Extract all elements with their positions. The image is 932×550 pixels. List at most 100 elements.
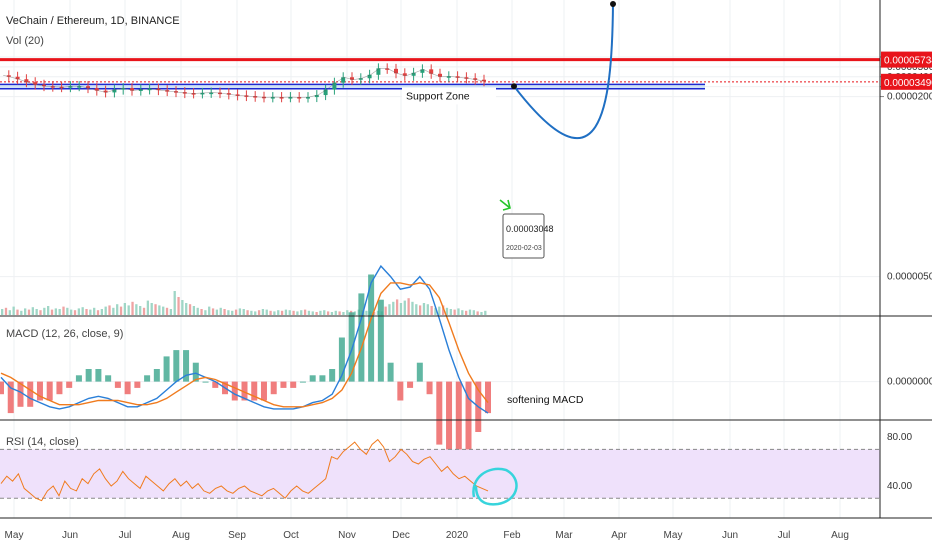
candle-body bbox=[112, 89, 117, 93]
macd-line bbox=[0, 264, 489, 414]
volume-bar bbox=[265, 309, 268, 315]
volume-bar bbox=[204, 310, 207, 315]
volume-bar bbox=[39, 310, 42, 315]
macd-pane: softening MACD bbox=[0, 264, 584, 464]
support-zone-label: Support Zone bbox=[406, 90, 470, 102]
volume-bar bbox=[43, 307, 46, 315]
x-tick-label: May bbox=[664, 530, 683, 541]
support-zone bbox=[0, 84, 705, 89]
projection-curve bbox=[513, 3, 614, 140]
volume-bar bbox=[480, 312, 483, 315]
volume-bar bbox=[93, 307, 96, 315]
macd-histogram-bar bbox=[75, 375, 82, 382]
volume-bar bbox=[411, 301, 414, 315]
volume-bar bbox=[300, 310, 303, 315]
macd-histogram-bar bbox=[173, 350, 180, 382]
x-tick-label: Nov bbox=[338, 530, 356, 541]
volume-bar bbox=[188, 304, 192, 315]
macd-histogram-bar bbox=[426, 381, 433, 395]
candle-body bbox=[358, 78, 363, 80]
volume-bar bbox=[146, 300, 150, 315]
candle-body bbox=[218, 92, 222, 95]
x-tick-label: Apr bbox=[611, 530, 627, 541]
x-tick-label: Aug bbox=[172, 530, 190, 541]
macd-histogram-bar bbox=[105, 375, 112, 382]
volume-bar bbox=[257, 310, 261, 315]
macd-histogram-bar bbox=[329, 369, 336, 382]
macd-histogram-bar bbox=[85, 369, 92, 382]
volume-bar bbox=[169, 309, 173, 315]
volume-bar bbox=[464, 310, 468, 315]
volume-bar bbox=[54, 308, 57, 315]
candle-body bbox=[200, 92, 205, 95]
volume-bar bbox=[234, 309, 238, 315]
candle-body bbox=[446, 76, 451, 78]
macd-histogram-bar bbox=[290, 381, 297, 388]
volume-bar bbox=[135, 304, 138, 315]
macd-histogram-bar bbox=[446, 381, 453, 464]
candle-body bbox=[473, 78, 478, 80]
volume-bar bbox=[399, 303, 403, 315]
candle-body bbox=[147, 88, 152, 91]
candle-body bbox=[94, 88, 99, 91]
volume-bar bbox=[47, 306, 50, 315]
candle-body bbox=[279, 97, 284, 99]
candle-body bbox=[323, 89, 328, 96]
candle-body bbox=[288, 97, 293, 99]
volume-bar bbox=[426, 304, 429, 315]
volume-bar bbox=[185, 303, 188, 315]
macd-histogram-bar bbox=[407, 381, 414, 388]
macd-histogram-bar bbox=[202, 381, 209, 383]
candle-body bbox=[402, 73, 407, 76]
candle-body bbox=[42, 84, 46, 87]
candle-body bbox=[33, 82, 38, 85]
volume-bar bbox=[12, 306, 15, 315]
volume-bar bbox=[127, 305, 130, 315]
volume-bar bbox=[142, 307, 146, 315]
macd-histogram-bar bbox=[368, 274, 375, 382]
candle-body bbox=[6, 75, 11, 77]
volume-bar bbox=[365, 310, 368, 315]
projection-end-point bbox=[610, 1, 616, 7]
volume-bar bbox=[384, 306, 387, 315]
candle-body bbox=[367, 74, 372, 79]
callout-date: 2020-02-03 bbox=[506, 245, 542, 252]
resistance-price-label: 0.00005734 bbox=[884, 56, 932, 67]
macd-histogram-bar bbox=[66, 381, 73, 388]
volume-bar bbox=[288, 310, 291, 315]
volume-bar bbox=[181, 300, 184, 315]
x-tick-label: Jul bbox=[778, 530, 791, 541]
macd-histogram-bar bbox=[231, 381, 238, 401]
chart-title: VeChain / Ethereum, 1D, BINANCE bbox=[6, 15, 180, 27]
volume-label: Vol (20) bbox=[6, 35, 44, 47]
volume-bar bbox=[246, 310, 249, 315]
volume-bar bbox=[200, 309, 203, 315]
candle-body bbox=[24, 79, 29, 83]
last-price-label: 0.00003490 bbox=[884, 78, 932, 89]
volume-bar bbox=[303, 309, 307, 315]
volume-bar bbox=[96, 310, 100, 315]
volume-bar bbox=[453, 309, 456, 315]
macd-histogram-bar bbox=[319, 375, 326, 382]
volume-bar bbox=[35, 309, 38, 315]
volume-bar bbox=[338, 311, 341, 315]
macd-histogram-bar bbox=[260, 381, 267, 401]
volume-bar bbox=[108, 305, 111, 315]
x-tick-label: Jul bbox=[119, 530, 132, 541]
macd-histogram-bar bbox=[163, 356, 170, 382]
volume-bar bbox=[85, 309, 88, 315]
x-tick-label: Jun bbox=[62, 530, 78, 541]
volume-bar bbox=[66, 307, 69, 315]
macd-histogram-bar bbox=[153, 369, 160, 382]
volume-bar bbox=[81, 307, 84, 315]
volume-bar bbox=[407, 298, 410, 315]
macd-histogram-bar bbox=[397, 381, 404, 401]
volume-bar bbox=[215, 309, 219, 315]
candle-body bbox=[138, 89, 143, 91]
volume-bar bbox=[100, 309, 104, 315]
volume-bar bbox=[89, 309, 92, 315]
volume-bar bbox=[342, 312, 345, 315]
volume-bar bbox=[403, 300, 406, 315]
